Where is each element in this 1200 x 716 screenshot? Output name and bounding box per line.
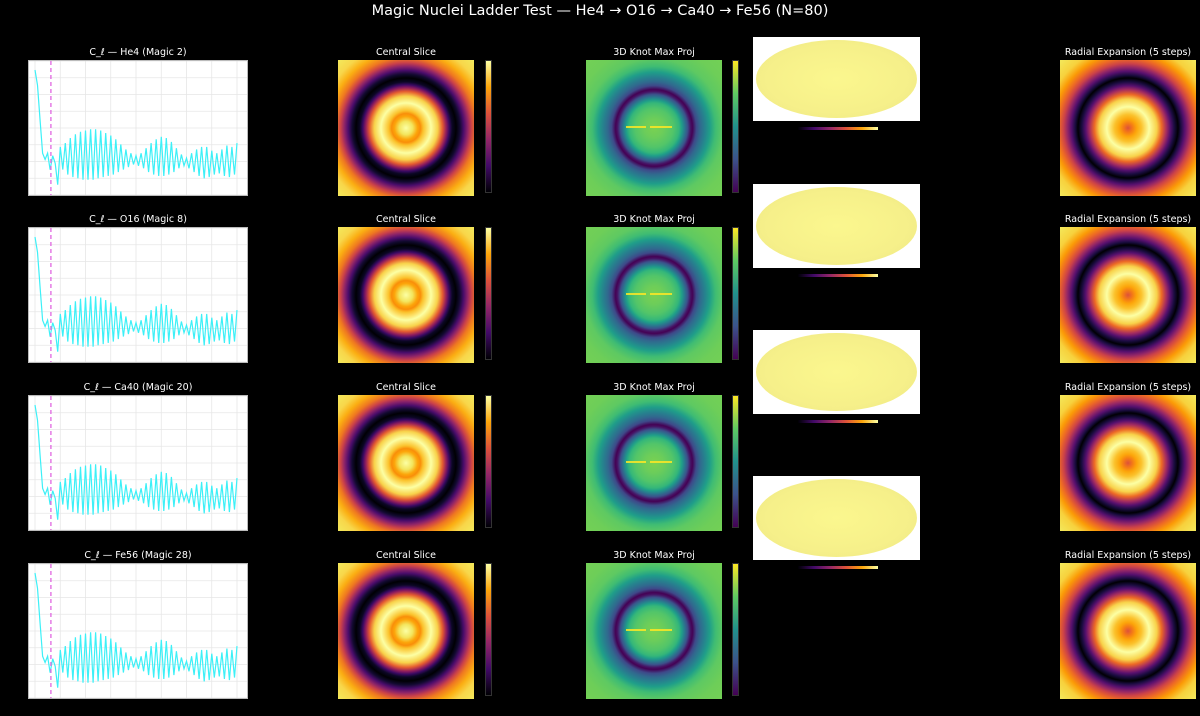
central-slice-image [338,60,474,196]
knot-projection-image [586,227,722,363]
mollweide-colorbar [798,127,878,130]
knot-core-mark [626,629,646,631]
slice-colorbar [485,227,492,360]
knot-projection-image [586,60,722,196]
mollweide-map [756,187,917,265]
radial-panel-title: Radial Expansion (5 steps) [1064,550,1192,561]
knot-panel-title: 3D Knot Max Proj [613,550,695,561]
mollweide-colorbar [798,420,878,423]
radial-expansion-image [1060,227,1196,363]
knot-core-mark [650,461,672,463]
slice-panel-title: Central Slice [376,214,436,225]
mollweide-map [756,479,917,557]
slice-colorbar [485,60,492,193]
knot-core-mark [650,629,672,631]
cl-plot-o16 [28,227,248,363]
slice-panel-title: Central Slice [376,47,436,58]
radial-expansion-image [1060,563,1196,699]
cl-panel-title: C_ℓ — Ca40 (Magic 20) [83,382,193,393]
knot-core-mark [626,461,646,463]
central-slice-image [338,395,474,531]
cl-spectrum-line [34,69,238,185]
radial-expansion-image [1060,60,1196,196]
slice-panel-title: Central Slice [376,382,436,393]
central-slice-image [338,227,474,363]
cl-spectrum-svg [29,61,247,195]
knot-projection-image [586,563,722,699]
cl-plot-fe56 [28,563,248,699]
cl-spectrum-svg [29,228,247,362]
knot-core-mark [626,126,646,128]
radial-expansion-image [1060,395,1196,531]
cl-spectrum-svg [29,564,247,698]
cl-spectrum-line [34,236,238,352]
cl-spectrum-line [34,404,238,520]
slice-colorbar [485,395,492,528]
cl-plot-he4 [28,60,248,196]
mollweide-colorbar [798,274,878,277]
cl-spectrum-line [34,572,238,688]
knot-core-mark [626,293,646,295]
cl-spectrum-svg [29,396,247,530]
cl-panel-title: C_ℓ — Fe56 (Magic 28) [84,550,192,561]
cl-panel-title: C_ℓ — O16 (Magic 8) [89,214,187,225]
mollweide-map [756,333,917,411]
knot-colorbar [732,563,739,696]
knot-colorbar [732,395,739,528]
slice-panel-title: Central Slice [376,550,436,561]
knot-core-mark [650,293,672,295]
radial-panel-title: Radial Expansion (5 steps) [1064,214,1192,225]
mollweide-map [756,40,917,118]
central-slice-image [338,563,474,699]
slice-colorbar [485,563,492,696]
knot-panel-title: 3D Knot Max Proj [613,47,695,58]
mollweide-colorbar [798,566,878,569]
radial-panel-title: Radial Expansion (5 steps) [1064,382,1192,393]
radial-panel-title: Radial Expansion (5 steps) [1064,47,1192,58]
knot-colorbar [732,227,739,360]
knot-panel-title: 3D Knot Max Proj [613,214,695,225]
figure-title: Magic Nuclei Ladder Test — He4 → O16 → C… [371,3,829,19]
cl-plot-ca40 [28,395,248,531]
knot-core-mark [650,126,672,128]
knot-projection-image [586,395,722,531]
cl-panel-title: C_ℓ — He4 (Magic 2) [89,47,187,58]
knot-panel-title: 3D Knot Max Proj [613,382,695,393]
knot-colorbar [732,60,739,193]
